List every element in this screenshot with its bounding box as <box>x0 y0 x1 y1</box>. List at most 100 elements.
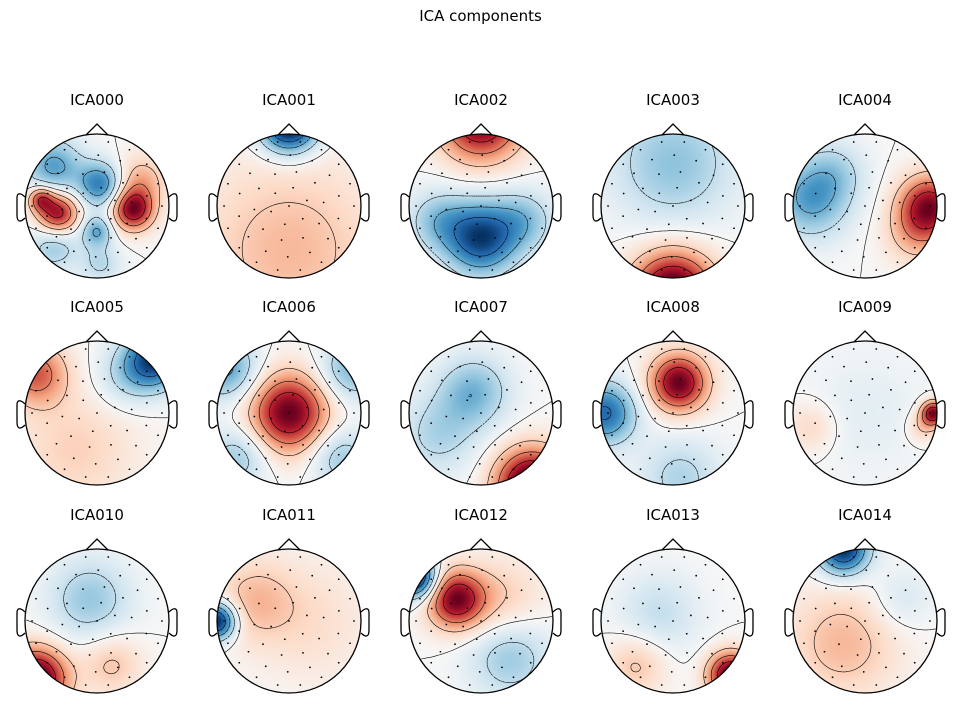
sensor-dot <box>119 159 122 162</box>
sensor-dot <box>864 205 866 207</box>
sensor-dot <box>890 181 892 184</box>
sensor-dot <box>903 237 905 240</box>
sensor-dot <box>318 429 320 432</box>
sensor-dot <box>301 424 304 427</box>
sensor-dot <box>878 236 880 239</box>
right-ear-outline <box>936 608 946 637</box>
right-ear-outline <box>360 608 370 637</box>
sensor-dot <box>890 388 892 391</box>
sensor-dot <box>683 556 686 558</box>
head-outline <box>24 548 170 694</box>
sensor-dot <box>850 173 852 176</box>
sensor-dot <box>529 163 532 166</box>
sensor-dot <box>114 406 116 409</box>
sensor-dot <box>875 684 878 686</box>
sensor-dot <box>622 246 625 249</box>
sensor-dot <box>267 158 269 161</box>
sensor-dot <box>430 607 433 610</box>
sensor-dot <box>327 237 329 240</box>
sensor-dot <box>46 453 49 456</box>
sensor-dot <box>676 393 679 396</box>
sensor-dot <box>322 408 325 411</box>
panel-title: ICA007 <box>454 298 508 316</box>
sensor-dot <box>157 182 159 185</box>
sensor-dot <box>145 246 148 249</box>
sensor-dot <box>925 227 927 230</box>
sensor-dots <box>223 141 355 271</box>
sensor-dots <box>223 556 355 686</box>
sensor-dot <box>353 620 355 622</box>
sensor-dot <box>264 250 267 253</box>
sensor-dot <box>493 632 496 635</box>
sensor-dot <box>419 597 421 600</box>
sensor-dots <box>607 348 739 478</box>
left-ear-outline <box>400 400 410 429</box>
sensor-dot <box>306 614 308 617</box>
sensor-dot <box>117 458 119 461</box>
sensor-dot <box>238 192 241 195</box>
sensor-dot <box>799 205 801 207</box>
sensor-dot <box>46 215 49 218</box>
sensor-dot <box>35 389 37 392</box>
sensor-dot <box>349 434 351 437</box>
sensor-dot <box>695 366 698 369</box>
sensor-dot <box>840 250 843 253</box>
sensor-dot <box>481 361 484 364</box>
sensor-dot <box>353 205 355 207</box>
sensor-dot <box>903 444 905 447</box>
sensor-dot <box>670 462 673 465</box>
sensor-dot <box>639 355 642 358</box>
sensor-dot <box>419 182 421 185</box>
sensor-dot <box>78 417 80 420</box>
sensor-dot <box>100 601 103 604</box>
sensor-dot <box>255 676 258 679</box>
sensor-dot <box>846 417 848 420</box>
sensor-dot <box>840 457 843 460</box>
sensor-dot <box>721 661 724 664</box>
right-ear-outline <box>168 400 178 429</box>
sensor-dot <box>829 623 832 626</box>
sensor-dots <box>799 556 931 686</box>
sensor-dot <box>276 476 279 478</box>
sensor-dot <box>925 389 927 392</box>
sensor-dots <box>223 348 355 478</box>
sensor-dot <box>737 205 739 207</box>
sensor-dot <box>283 638 286 641</box>
sensor-dot <box>84 348 87 350</box>
sensor-dot <box>430 370 433 373</box>
sensor-dot <box>852 476 855 478</box>
sensor-dot <box>660 348 663 350</box>
sensor-dot <box>890 596 892 599</box>
contour-lines <box>410 134 552 278</box>
sensor-dot <box>238 399 241 402</box>
sensor-dot <box>733 389 735 392</box>
sensor-dot <box>529 424 532 427</box>
sensor-dot <box>882 614 884 617</box>
sensor-dot <box>852 141 855 143</box>
sensor-dot <box>660 141 663 143</box>
sensor-dot <box>877 217 880 220</box>
sensor-dot <box>238 163 241 166</box>
topomap-ica002: ICA002 <box>400 91 562 279</box>
sensor-dot <box>859 430 862 433</box>
sensor-dot <box>349 597 351 600</box>
sensor-dot <box>63 355 66 358</box>
sensor-dot <box>84 476 87 478</box>
sensor-dot <box>825 172 827 175</box>
contour-lines <box>25 572 168 693</box>
sensor-dot <box>459 573 461 576</box>
sensor-dot <box>814 399 817 402</box>
sensor-dot <box>130 201 133 204</box>
sensor-dot <box>227 642 229 645</box>
head-outline <box>216 133 362 279</box>
nose-outline <box>85 330 109 343</box>
sensor-dot <box>695 574 698 577</box>
sensor-dot <box>161 412 163 414</box>
sensor-dot <box>475 638 478 641</box>
sensor-dot <box>349 389 351 392</box>
sensor-dot <box>896 468 899 471</box>
sensor-dot <box>642 187 644 190</box>
sensor-dot <box>864 412 866 414</box>
sensor-dot <box>831 468 834 471</box>
sensor-dot <box>122 388 124 391</box>
